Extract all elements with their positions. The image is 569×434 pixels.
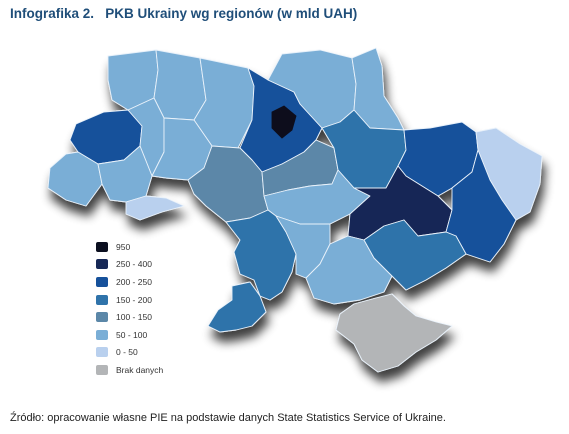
legend-swatch [96,364,108,375]
legend-item: 200 - 250 [96,273,163,291]
legend-label: 50 - 100 [116,329,148,340]
legend-item: 150 - 200 [96,291,163,309]
legend-label: 100 - 150 [116,312,152,323]
legend-item: 0 - 50 [96,344,163,362]
legend-item: 250 - 400 [96,256,163,274]
region-rivne [153,49,207,121]
map-legend: 950 250 - 400 200 - 250 150 - 200 100 - … [96,238,163,379]
legend-item: 100 - 150 [96,308,163,326]
source-note: Źródło: opracowanie własne PIE na podsta… [10,412,446,424]
legend-label: 150 - 200 [116,294,152,305]
legend-swatch [96,241,108,252]
region-crimea [335,293,453,373]
chart-title: Infografika 2. PKB Ukrainy wg regionów (… [10,6,358,21]
legend-swatch [96,312,108,323]
legend-swatch [96,294,108,305]
region-kyiv-city [271,105,297,139]
legend-label: 250 - 400 [116,259,152,270]
legend-swatch [96,347,108,358]
legend-swatch [96,259,108,270]
legend-label: 0 - 50 [116,347,138,358]
region-odesa-south [207,281,267,333]
region-zaporizhzhia [363,219,467,291]
legend-label: 950 [116,241,131,252]
region-sumy [351,47,405,131]
legend-label: 200 - 250 [116,276,152,287]
legend-swatch [96,329,108,340]
ukraine-regions-map [47,47,543,373]
legend-item: Brak danych [96,361,163,379]
legend-swatch [96,276,108,287]
legend-item: 50 - 100 [96,326,163,344]
legend-item: 950 [96,238,163,256]
legend-label: Brak danych [116,364,164,375]
region-odesa [225,209,297,301]
region-chernivtsi [125,195,185,221]
